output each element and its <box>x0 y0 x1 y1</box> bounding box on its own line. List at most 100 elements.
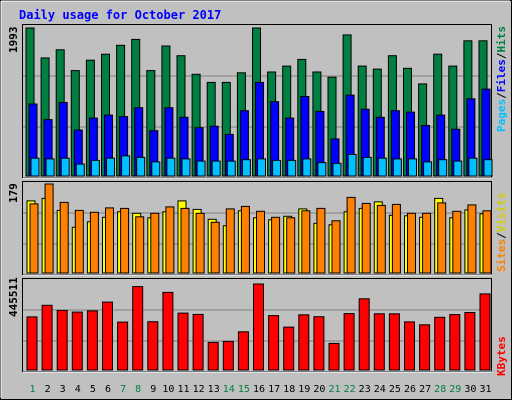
bar-kbytes-day-28 <box>434 316 446 371</box>
legend-files: Files <box>495 59 508 92</box>
bar-pages-day-19 <box>302 158 312 177</box>
bars-hits-files-pages <box>25 27 493 177</box>
bar-sites-day-26 <box>407 212 416 274</box>
bar-sites-day-14 <box>225 208 235 274</box>
x-tick-label-day-29: 29 <box>449 384 461 395</box>
bar-sites-day-3 <box>59 201 69 274</box>
bar-pages-day-6 <box>106 157 115 177</box>
panel-max-label: 1993 <box>7 27 20 54</box>
x-tick-label-day-13: 13 <box>208 384 220 395</box>
bar-pages-day-13 <box>211 160 221 177</box>
x-tick-label-day-25: 25 <box>389 384 401 395</box>
x-tick-label-day-24: 24 <box>374 384 386 395</box>
x-tick-label-day-15: 15 <box>238 384 250 395</box>
bar-pages-day-22 <box>347 154 357 177</box>
bar-sites-day-13 <box>210 221 220 274</box>
x-tick-label-day-12: 12 <box>193 384 205 395</box>
bar-pages-day-7 <box>121 155 131 177</box>
bar-kbytes-day-19 <box>298 314 310 371</box>
bars-kbytes <box>26 283 491 371</box>
svg-text:Sites/Visits: Sites/Visits <box>495 193 508 273</box>
chart-title: Daily usage for October 2017 <box>19 8 221 22</box>
bar-pages-day-4 <box>75 163 85 177</box>
bar-sites-day-17 <box>271 216 281 274</box>
bar-kbytes-day-17 <box>268 315 280 371</box>
bar-sites-day-31 <box>482 210 492 274</box>
bar-pages-day-3 <box>60 157 70 177</box>
bar-pages-day-29 <box>453 160 463 177</box>
bar-pages-day-26 <box>408 158 417 177</box>
bar-pages-day-5 <box>90 159 100 177</box>
bar-pages-day-27 <box>423 161 433 177</box>
bar-sites-day-4 <box>74 209 84 274</box>
bar-sites-day-5 <box>89 211 99 274</box>
x-tick-label-day-30: 30 <box>464 384 476 395</box>
bar-pages-day-30 <box>468 157 478 177</box>
bar-sites-day-2 <box>44 183 54 274</box>
bar-sites-day-6 <box>105 207 114 274</box>
bar-kbytes-day-20 <box>313 316 325 371</box>
bar-kbytes-day-15 <box>237 331 249 371</box>
bar-pages-day-14 <box>226 160 236 177</box>
bar-pages-day-10 <box>166 157 176 177</box>
bar-sites-day-27 <box>422 212 432 274</box>
bar-kbytes-day-4 <box>71 311 83 371</box>
bar-sites-day-20 <box>316 207 326 274</box>
bar-pages-day-9 <box>151 161 161 177</box>
x-tick-label-day-22: 22 <box>344 384 356 395</box>
bar-kbytes-day-8 <box>132 286 144 371</box>
bar-kbytes-day-2 <box>41 304 53 371</box>
bar-sites-day-15 <box>240 205 250 274</box>
bar-pages-day-17 <box>272 159 282 177</box>
bar-kbytes-day-13 <box>207 341 219 371</box>
x-tick-label-day-23: 23 <box>359 384 371 395</box>
x-tick-label-day-4: 4 <box>75 384 81 395</box>
bar-pages-day-2 <box>45 158 55 177</box>
bar-kbytes-day-16 <box>253 283 264 371</box>
bar-kbytes-day-29 <box>449 314 461 371</box>
bar-sites-day-1 <box>29 203 39 274</box>
x-tick-label-day-16: 16 <box>253 384 265 395</box>
bar-sites-day-10 <box>165 206 175 274</box>
legend-sep: / <box>495 52 508 59</box>
bar-pages-day-15 <box>241 159 251 177</box>
x-tick-label-day-6: 6 <box>105 384 111 395</box>
bar-kbytes-day-22 <box>343 313 355 371</box>
bar-sites-day-7 <box>120 207 130 274</box>
bar-kbytes-day-14 <box>222 340 234 371</box>
panel-hits-files-pages: 1993 <box>7 24 493 179</box>
legend-pages: Pages <box>495 99 508 132</box>
bar-pages-day-31 <box>483 159 493 177</box>
panel-max-label: 445511 <box>7 277 20 317</box>
bar-kbytes-day-24 <box>373 313 385 371</box>
bar-kbytes-day-12 <box>192 313 204 371</box>
bar-sites-day-30 <box>467 204 477 274</box>
legend-kbytes: KBytes <box>495 336 508 376</box>
bar-sites-day-16 <box>256 210 265 274</box>
bar-kbytes-day-21 <box>328 342 340 371</box>
bar-sites-day-12 <box>195 212 205 274</box>
bar-kbytes-day-26 <box>404 321 415 371</box>
legend-sites: Sites <box>495 239 508 272</box>
x-tick-label-day-9: 9 <box>150 384 156 395</box>
x-tick-label-day-21: 21 <box>328 384 340 395</box>
legend-sep: / <box>495 232 508 239</box>
bar-pages-day-11 <box>181 158 191 177</box>
x-tick-label-day-5: 5 <box>90 384 96 395</box>
bar-sites-day-11 <box>180 207 190 274</box>
bar-kbytes-day-3 <box>56 309 68 371</box>
bar-kbytes-day-1 <box>26 316 38 371</box>
bar-pages-day-21 <box>332 162 342 177</box>
panel-kbytes: 445511 <box>7 277 492 373</box>
x-tick-label-day-17: 17 <box>268 384 280 395</box>
bar-kbytes-day-9 <box>147 321 159 371</box>
x-tick-label-day-10: 10 <box>162 384 174 395</box>
x-axis-day-labels: 1 2 3 4 5 6 7 8 9 10 11 12 13 14 15 16 17 18 19 20 21 22 23 24 2… <box>29 384 491 395</box>
bar-kbytes-day-11 <box>177 312 189 371</box>
svg-text:KBytes: KBytes <box>495 336 508 376</box>
bars-visits-sites <box>26 183 492 274</box>
legend-hits: Hits <box>495 26 508 53</box>
bar-pages-day-23 <box>362 156 372 177</box>
x-tick-label-day-2: 2 <box>45 384 51 395</box>
panel-max-label: 179 <box>7 183 20 203</box>
